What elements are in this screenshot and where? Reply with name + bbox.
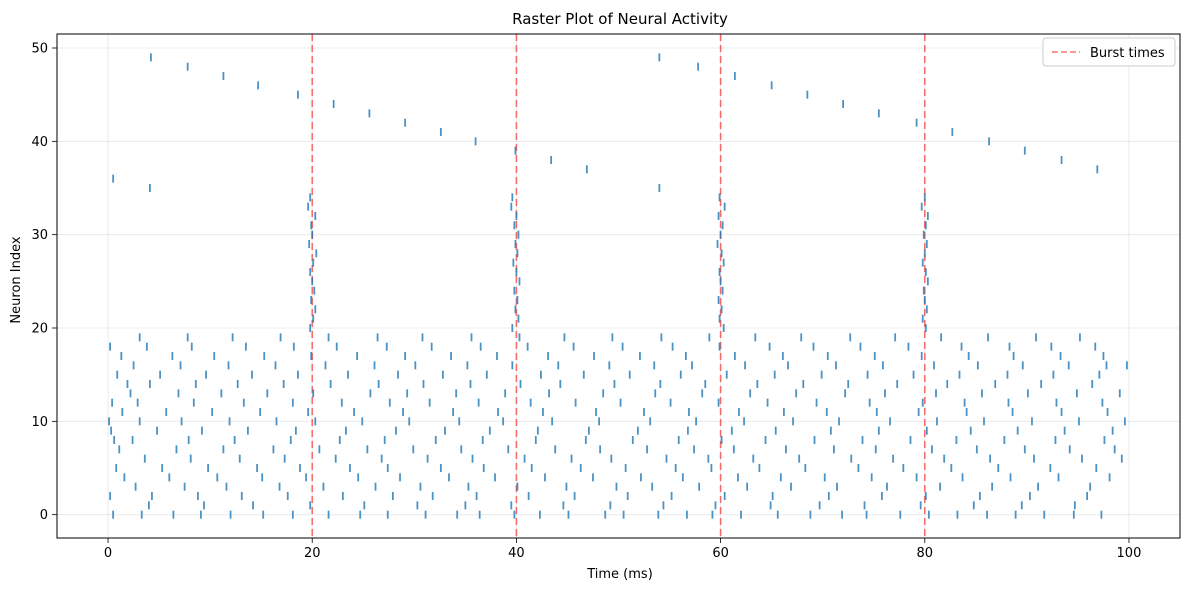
plot-frame	[56, 33, 1181, 539]
chart-title: Raster Plot of Neural Activity	[512, 10, 728, 28]
legend-burst-label: Burst times	[1090, 46, 1165, 61]
y-tick-label: 10	[31, 415, 48, 430]
x-tick-label: 60	[712, 546, 729, 561]
y-tick-label: 40	[31, 135, 48, 150]
x-tick-label: 100	[1117, 546, 1142, 561]
y-tick-label: 50	[31, 42, 48, 57]
legend-box	[1042, 37, 1176, 67]
x-tick-label: 0	[104, 546, 112, 561]
y-tick-label: 30	[31, 228, 48, 243]
x-tick-label: 80	[916, 546, 933, 561]
y-tick-label: 20	[31, 322, 48, 337]
legend: Burst times	[1042, 37, 1176, 67]
burst-lines	[311, 34, 926, 538]
grid	[57, 34, 1180, 538]
y-tick-label: 0	[40, 508, 48, 523]
x-tick-label: 20	[304, 546, 321, 561]
y-axis-title: Neuron Index	[9, 236, 24, 323]
spikes	[108, 53, 1128, 519]
x-tick-label: 40	[508, 546, 525, 561]
x-axis-title: Time (ms)	[586, 567, 653, 582]
axis-ticks: 0 20 40 60 80 100 0 10 20 30 40 50	[31, 42, 1141, 562]
